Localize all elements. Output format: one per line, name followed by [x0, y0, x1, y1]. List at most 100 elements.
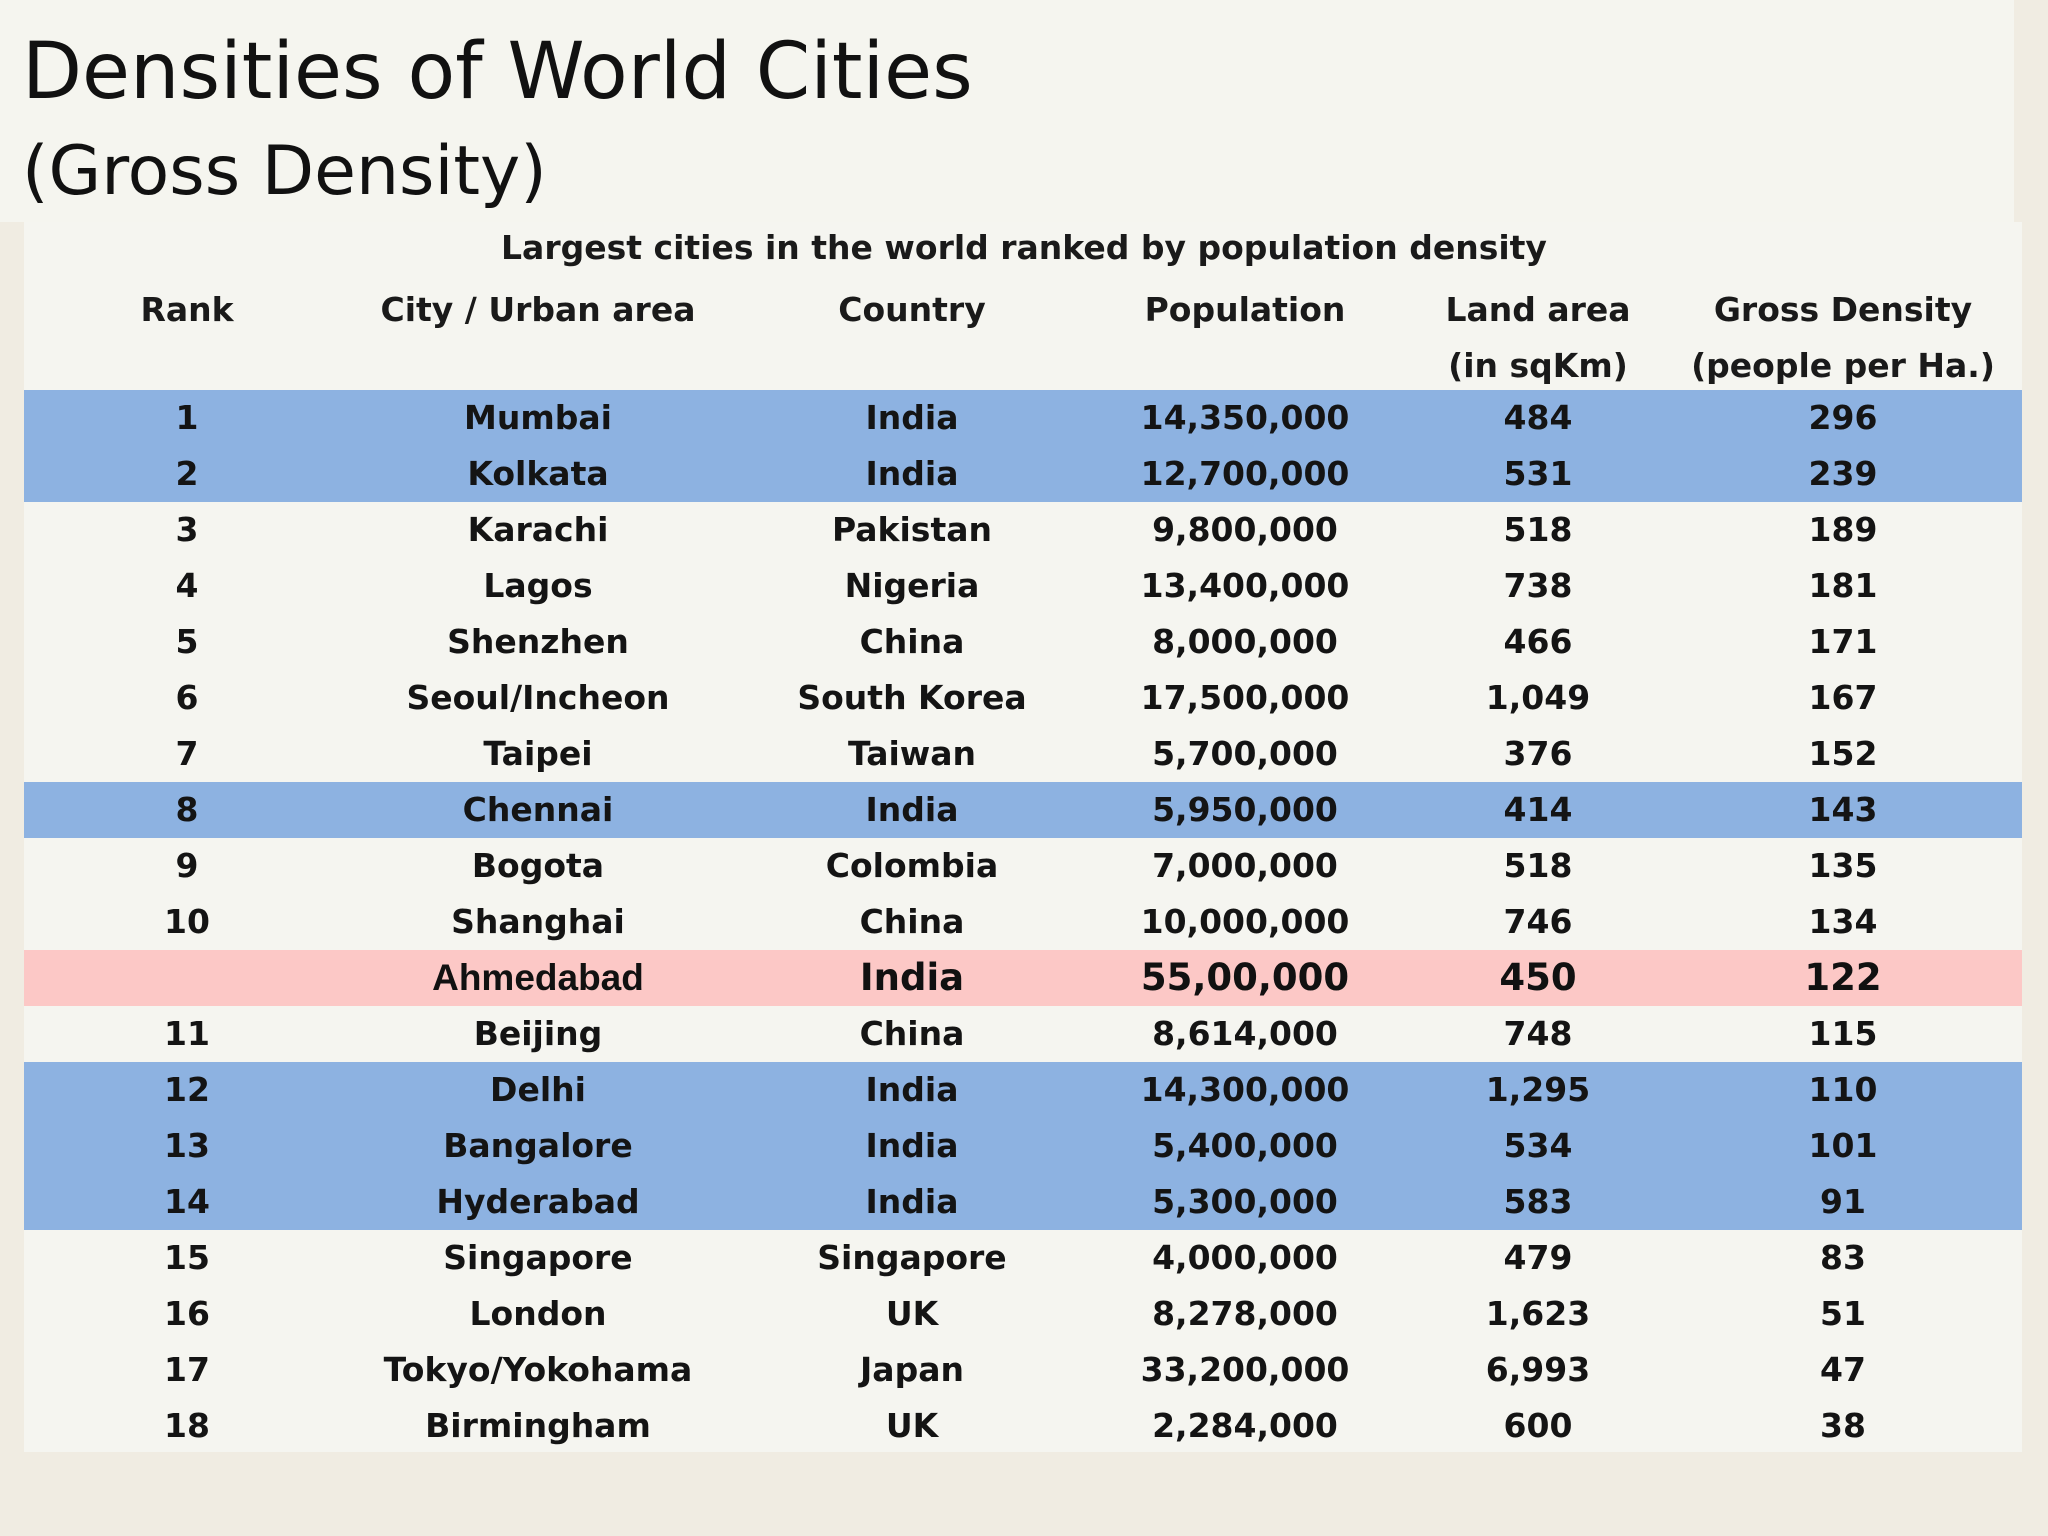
- cell-land-area: 600: [1503, 1406, 1573, 1445]
- cell-country: India: [865, 1126, 959, 1165]
- cell-city: Shenzhen: [447, 622, 629, 661]
- cell-country: Pakistan: [831, 510, 992, 549]
- cell-country: Nigeria: [844, 566, 980, 605]
- cell-population: 33,200,000: [1140, 1350, 1350, 1389]
- cell-gross-density: 122: [1804, 956, 1882, 999]
- cell-gross-density: 38: [1820, 1406, 1866, 1445]
- cell-rank: 8: [175, 790, 199, 829]
- cell-land-area: 746: [1503, 902, 1573, 941]
- cell-rank: 12: [164, 1070, 210, 1109]
- header-city: City / Urban area: [304, 282, 772, 392]
- cell-gross-density: 91: [1820, 1182, 1866, 1221]
- cell-land-area: 531: [1503, 454, 1573, 493]
- cell-gross-density: 296: [1808, 398, 1878, 437]
- cell-city: Hyderabad: [436, 1182, 640, 1221]
- cell-city: Kolkata: [467, 454, 609, 493]
- header-rank: Rank: [74, 282, 300, 392]
- cell-city: Tokyo/Yokohama: [383, 1350, 693, 1389]
- cell-rank: 4: [175, 566, 199, 605]
- cell-rank: [74, 950, 300, 1006]
- cell-rank: 5: [175, 622, 199, 661]
- header-land-area-unit: (in sqKm): [1448, 346, 1628, 385]
- cell-rank: 14: [164, 1182, 210, 1221]
- cell-gross-density: 143: [1808, 790, 1878, 829]
- cell-city: Bogota: [471, 846, 605, 885]
- cell-population: 5,400,000: [1152, 1126, 1338, 1165]
- cell-land-area: 1,295: [1485, 1070, 1591, 1109]
- cell-country: China: [859, 902, 965, 941]
- table-row: Ahmedabad India 55,00,000 450 122: [24, 950, 2022, 1006]
- table-row: 2 Kolkata India 12,700,000 531 239: [24, 446, 2022, 502]
- cell-country: Taiwan: [847, 734, 977, 773]
- density-table: Largest cities in the world ranked by po…: [24, 222, 2022, 1452]
- cell-country: India: [865, 790, 959, 829]
- table-row: 17 Tokyo/Yokohama Japan 33,200,000 6,993 47: [24, 1342, 2022, 1398]
- table-row: 4 Lagos Nigeria 13,400,000 738 181: [24, 558, 2022, 614]
- cell-city: Birmingham: [425, 1406, 651, 1445]
- cell-country: India: [859, 956, 965, 999]
- table-row: 5 Shenzhen China 8,000,000 466 171: [24, 614, 2022, 670]
- cell-land-area: 6,993: [1485, 1350, 1591, 1389]
- title-panel: Densities of World Cities (Gross Density…: [0, 0, 2014, 222]
- table-row: 3 Karachi Pakistan 9,800,000 518 189: [24, 502, 2022, 558]
- cell-rank: 11: [164, 1014, 210, 1053]
- cell-country: China: [859, 622, 965, 661]
- cell-population: 14,300,000: [1140, 1070, 1350, 1109]
- cell-population: 13,400,000: [1140, 566, 1350, 605]
- table-row: 11 Beijing China 8,614,000 748 115: [24, 1006, 2022, 1062]
- cell-city: Seoul/Incheon: [406, 678, 670, 717]
- cell-land-area: 484: [1503, 398, 1573, 437]
- cell-rank: 7: [175, 734, 199, 773]
- cell-city: Lagos: [483, 566, 593, 605]
- cell-city: Bangalore: [443, 1126, 633, 1165]
- cell-population: 10,000,000: [1140, 902, 1350, 941]
- cell-rank: 10: [164, 902, 210, 941]
- cell-gross-density: 167: [1808, 678, 1878, 717]
- cell-city: Taipei: [483, 734, 593, 773]
- table-body: 1 Mumbai India 14,350,000 484 296 2 Kolkata Indi…: [24, 390, 2022, 1454]
- cell-land-area: 738: [1503, 566, 1573, 605]
- cell-gross-density: 47: [1820, 1350, 1866, 1389]
- cell-country: South Korea: [797, 678, 1027, 717]
- cell-rank: 13: [164, 1126, 210, 1165]
- cell-land-area: 518: [1503, 510, 1573, 549]
- cell-gross-density: 115: [1808, 1014, 1878, 1053]
- cell-country: Colombia: [825, 846, 999, 885]
- cell-gross-density: 134: [1808, 902, 1878, 941]
- cell-rank: 18: [164, 1406, 210, 1445]
- slide-title: Densities of World Cities: [22, 27, 973, 117]
- cell-city: Shanghai: [451, 902, 625, 941]
- cell-population: 14,350,000: [1140, 398, 1350, 437]
- table-header-row: Rank City / Urban area Country Populatio…: [24, 282, 2022, 392]
- cell-gross-density: 101: [1808, 1126, 1878, 1165]
- cell-population: 17,500,000: [1140, 678, 1350, 717]
- cell-population: 7,000,000: [1152, 846, 1338, 885]
- table-row: 14 Hyderabad India 5,300,000 583 91: [24, 1174, 2022, 1230]
- cell-population: 8,000,000: [1152, 622, 1338, 661]
- cell-rank: 15: [164, 1238, 210, 1277]
- cell-country: UK: [885, 1406, 939, 1445]
- cell-rank: 17: [164, 1350, 210, 1389]
- cell-land-area: 376: [1503, 734, 1573, 773]
- cell-population: 4,000,000: [1152, 1238, 1338, 1277]
- cell-country: China: [859, 1014, 965, 1053]
- cell-population: 5,300,000: [1152, 1182, 1338, 1221]
- cell-country: India: [865, 398, 959, 437]
- cell-gross-density: 189: [1808, 510, 1878, 549]
- cell-gross-density: 135: [1808, 846, 1878, 885]
- cell-population: 9,800,000: [1152, 510, 1338, 549]
- table-caption: Largest cities in the world ranked by po…: [501, 228, 1547, 267]
- slide-subtitle: (Gross Density): [22, 132, 547, 211]
- cell-gross-density: 152: [1808, 734, 1878, 773]
- table-row: 1 Mumbai India 14,350,000 484 296: [24, 390, 2022, 446]
- table-row: 12 Delhi India 14,300,000 1,295 110: [24, 1062, 2022, 1118]
- cell-gross-density: 181: [1808, 566, 1878, 605]
- cell-country: Japan: [860, 1350, 964, 1389]
- header-country: Country: [768, 282, 1056, 392]
- table-row: 6 Seoul/Incheon South Korea 17,500,000 1,049…: [24, 670, 2022, 726]
- cell-city: London: [469, 1294, 607, 1333]
- cell-country: Singapore: [817, 1238, 1007, 1277]
- cell-rank: 2: [175, 454, 199, 493]
- cell-city: Ahmedabad: [432, 957, 644, 998]
- cell-country: India: [865, 1070, 959, 1109]
